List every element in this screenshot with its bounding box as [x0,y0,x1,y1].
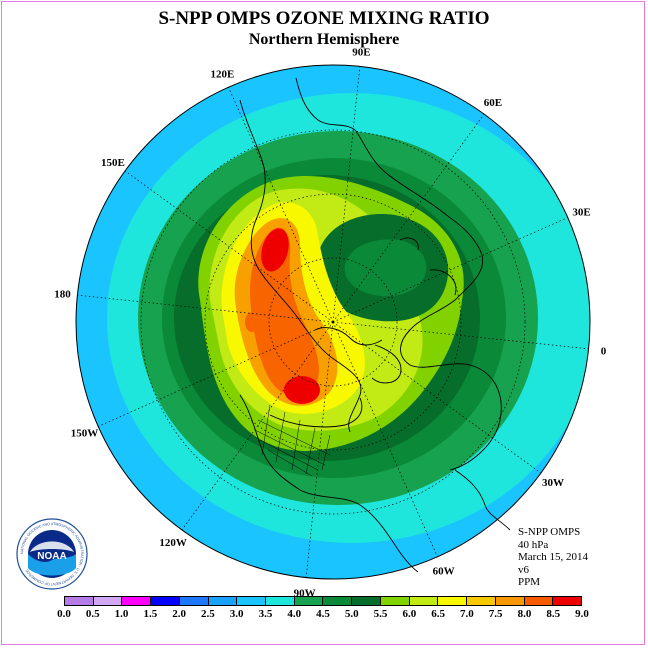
colorbar-tick-label: 6.0 [402,608,417,620]
meridian-line [332,217,568,323]
info-date: March 15, 2014 [518,551,588,563]
colorbar-segment [122,597,152,605]
arctic-low-inner [344,239,427,297]
colorbar-tick-label: 3.0 [229,608,244,620]
colorbar-tick-label: 5.5 [373,608,388,620]
colorbar-tick-label: 9.0 [575,608,589,620]
colorbar-tick-label: 4.0 [287,608,302,620]
maximum-alaska-small [245,312,259,332]
colorbar-segment [495,597,525,605]
map-boundary [75,64,591,580]
colorbar-segment [179,597,209,605]
colorbar-tick-label: 6.5 [431,608,445,620]
colorbar-tick-label: 0.0 [57,608,71,620]
meridian-line [77,294,334,323]
longitude-label: 150W [71,428,99,440]
longitude-label: 30W [542,477,564,489]
longitude-label: 60E [484,97,502,109]
info-version: v6 [518,563,529,576]
colorbar-tick-label: 4.5 [316,608,330,620]
colorbar-segment [294,597,324,605]
colorbar-segment [237,597,267,605]
colorbar-tick-label: 1.5 [143,608,158,620]
longitude-label: 150E [101,157,125,169]
noaa-logo-text: NOAA [37,551,66,562]
colorbar-ticks: 0.0 0.5 1.0 1.5 2.0 2.5 3.0 3.5 4.0 4.5 5.0 5.5 6.0 6… [50,608,596,622]
meridian-line [332,113,485,323]
maximum-hudson [284,376,320,404]
meridian-line [181,321,334,531]
state-boundaries [254,404,331,477]
colorbar-tick-label: 7.0 [460,608,474,620]
colorbar-segment [151,597,180,605]
map-title: S-NPP OMPS OZONE MIXING RATIO [158,8,490,29]
info-level: 40 hPa [518,538,549,551]
colorbar-segment [93,597,123,605]
colorbar-segment [467,597,496,605]
colorbar-tick-label: 7.5 [488,608,503,620]
longitude-label: 60W [433,565,455,577]
colorbar-segment [409,597,439,605]
longitude-label: 30E [572,206,590,218]
colorbar-segment [524,597,554,605]
colorbar-tick-label: 8.5 [546,608,561,620]
info-instrument: S-NPP OMPS [518,526,581,538]
colorbar-tick-label: 8.0 [517,608,532,620]
colorbar-segment [208,597,238,605]
longitude-label: 90E [352,46,370,58]
meridians [77,66,589,578]
info-units: PPM [518,576,541,588]
colorbar-segment [266,597,295,605]
graticule [140,129,526,515]
coastlines [239,77,511,573]
maximum-bering [261,228,289,272]
noaa-logo: NOAA NATIONAL OCEANIC AND ATMOSPHERIC AD… [16,518,88,590]
colorbar-segment [352,597,381,605]
meridian-line [332,66,361,323]
colorbar-tick-label: 2.5 [201,608,215,620]
colorbar-segment [65,597,94,605]
colorbar-tick-label: 5.0 [344,608,359,620]
colorbar-segment [438,597,468,605]
longitude-label: 0 [601,345,607,357]
meridian-line [332,321,438,557]
colorbar [64,596,582,606]
meridian-line [305,321,334,578]
longitude-label: 180 [54,289,71,301]
colorbar-segment [553,597,581,605]
longitude-label: 120E [210,69,234,81]
colorbar-tick-label: 0.5 [85,608,100,620]
map-subtitle: Northern Hemisphere [248,31,400,48]
meridian-line [332,321,589,350]
meridian-line [124,170,334,323]
colorbar-tick-label: 3.5 [258,608,273,620]
meridian-line [332,321,542,474]
longitude-label: 120W [159,537,187,549]
colorbar-tick-label: 1.0 [114,608,129,620]
info-block: S-NPP OMPS 40 hPa March 15, 2014 v6 PPM [518,526,588,589]
colorbar-segment [323,597,353,605]
colorbar-segment [380,597,410,605]
meridian-line [228,87,334,323]
ozone-field [76,65,590,579]
colorbar-tick-label: 2.0 [172,608,186,620]
meridian-line [98,321,334,427]
